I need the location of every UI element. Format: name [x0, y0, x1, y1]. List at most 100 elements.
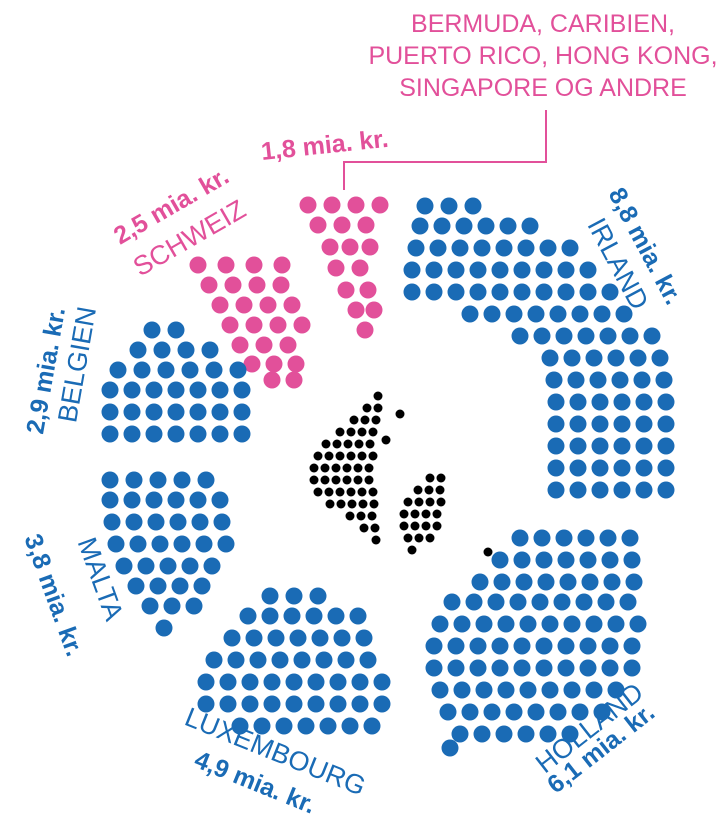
dot [349, 607, 367, 625]
map-dot [320, 475, 330, 485]
dot [593, 305, 611, 323]
dot [263, 695, 281, 713]
dot [259, 296, 277, 314]
map-dot [345, 511, 355, 521]
dot [351, 259, 369, 277]
dot [129, 341, 147, 359]
map-dot [395, 409, 405, 419]
dot [491, 659, 509, 677]
dot [103, 513, 121, 531]
dot [211, 403, 229, 421]
dot [619, 593, 637, 611]
dot [483, 305, 501, 323]
dot [155, 619, 173, 637]
dot [655, 371, 673, 389]
dot [581, 573, 599, 591]
dot [579, 659, 597, 677]
dot [535, 551, 553, 569]
dot [533, 529, 551, 547]
dot [197, 471, 215, 489]
dot [453, 681, 471, 699]
dot [547, 393, 565, 411]
dot [623, 637, 641, 655]
dot [283, 296, 301, 314]
map-dot [359, 523, 369, 533]
dot [607, 681, 625, 699]
dot [447, 637, 465, 655]
dot [499, 217, 517, 235]
dot [361, 238, 379, 256]
dot [601, 551, 619, 569]
dot [327, 607, 345, 625]
dot [185, 597, 203, 615]
map-dot [368, 427, 378, 437]
dot [337, 281, 355, 299]
dot [505, 703, 523, 721]
map-dot [432, 521, 442, 531]
dot [133, 361, 151, 379]
dot [591, 459, 609, 477]
dot [329, 673, 347, 691]
dot [219, 695, 237, 713]
dot [635, 415, 653, 433]
dot [475, 615, 493, 633]
dot [657, 415, 675, 433]
dot [425, 637, 443, 655]
dot [569, 393, 587, 411]
dot [511, 327, 529, 345]
map-dot [335, 487, 345, 497]
dot [527, 703, 545, 721]
dot [579, 551, 597, 569]
dot [601, 283, 619, 301]
map-dot [403, 533, 413, 543]
dot [513, 551, 531, 569]
dot [145, 425, 163, 443]
dot [356, 321, 374, 339]
value-label: 1,8 mia. kr. [260, 125, 390, 166]
dot [455, 217, 473, 235]
dot [347, 301, 365, 319]
map-dot [309, 475, 319, 485]
dot [497, 681, 515, 699]
callout-line: BERMUDA, CARIBIEN, [411, 10, 675, 38]
dot [453, 615, 471, 633]
map-dot [324, 451, 334, 461]
dot [351, 673, 369, 691]
map-dot [421, 509, 431, 519]
dot [224, 276, 242, 294]
dot [239, 607, 257, 625]
dot [635, 481, 653, 499]
dot [245, 316, 263, 334]
dot [651, 349, 669, 367]
dot [591, 481, 609, 499]
dot [535, 659, 553, 677]
dot [625, 573, 643, 591]
dot [101, 425, 119, 443]
dot [447, 261, 465, 279]
dot [145, 381, 163, 399]
dot [571, 305, 589, 323]
dot [191, 513, 209, 531]
map-dot [424, 485, 434, 495]
map-dot [357, 487, 367, 497]
dot [575, 593, 593, 611]
dot [307, 673, 325, 691]
dot [321, 238, 339, 256]
map-dot [399, 521, 409, 531]
dot [197, 695, 215, 713]
map-dot [349, 415, 359, 425]
dot [439, 703, 457, 721]
map-dot [353, 463, 363, 473]
dot [107, 535, 125, 553]
map-dot [331, 463, 341, 473]
dot [151, 535, 169, 553]
dot [555, 529, 573, 547]
label-irland: 8,8 mia. kr. IRLAND [581, 183, 687, 314]
dot [205, 651, 223, 669]
dot [271, 651, 289, 669]
map-dot [364, 463, 374, 473]
map-dot [331, 475, 341, 485]
dot [571, 703, 589, 721]
map-dot [414, 533, 424, 543]
dot [451, 239, 469, 257]
